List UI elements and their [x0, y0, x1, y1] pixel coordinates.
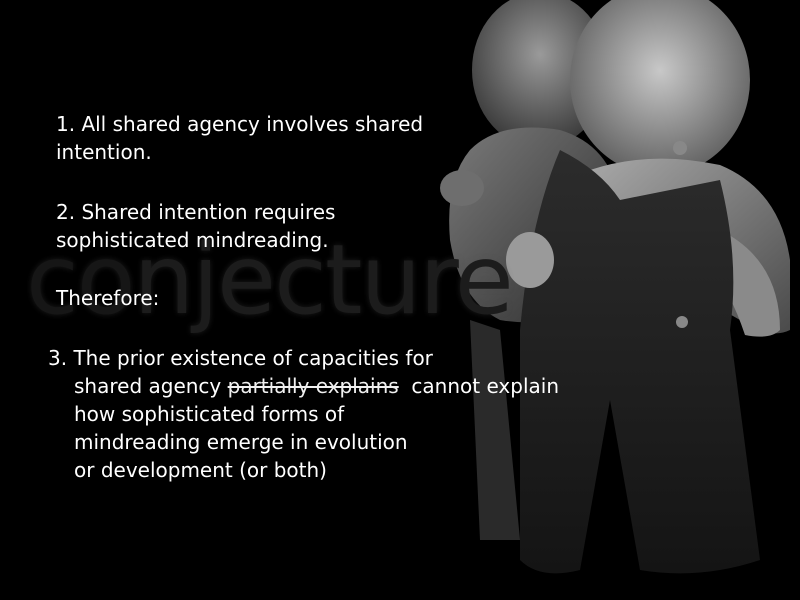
conjecture-watermark: conjecture — [26, 232, 514, 328]
therefore-label: Therefore: — [56, 286, 160, 310]
premise-1-line-2: intention. — [56, 140, 152, 164]
front-child-head — [570, 0, 750, 175]
back-child-head — [472, 0, 608, 148]
watermark-word: njecture — [133, 224, 514, 336]
conclusion-line-5: or development (or both) — [74, 458, 327, 482]
conclusion-line-4: mindreading emerge in evolution — [74, 430, 408, 454]
conclusion-line-2-pre: shared agency — [74, 374, 228, 398]
conclusion-line-3: how sophisticated forms of — [74, 402, 345, 426]
premise-2-line-2: sophisticated mindreading. — [56, 228, 329, 252]
premise-1-line-1: 1. All shared agency involves shared — [56, 112, 424, 136]
struck-text: partially explains — [227, 374, 399, 398]
conclusion-line-2: shared agency partially explains cannot … — [48, 372, 559, 400]
premise-2-line-1: 2. Shared intention requires — [56, 200, 336, 224]
premise-2: 2. Shared intention requires sophisticat… — [56, 198, 335, 254]
front-child-overalls — [520, 150, 760, 574]
watermark-prefix: co — [26, 224, 136, 336]
conclusion-3: 3. The prior existence of capacities for… — [48, 344, 559, 484]
premise-1: 1. All shared agency involves shared int… — [56, 110, 423, 166]
conclusion-line-2-post: cannot explain — [398, 374, 560, 398]
conclusion-line-1: 3. The prior existence of capacities for — [48, 346, 433, 370]
